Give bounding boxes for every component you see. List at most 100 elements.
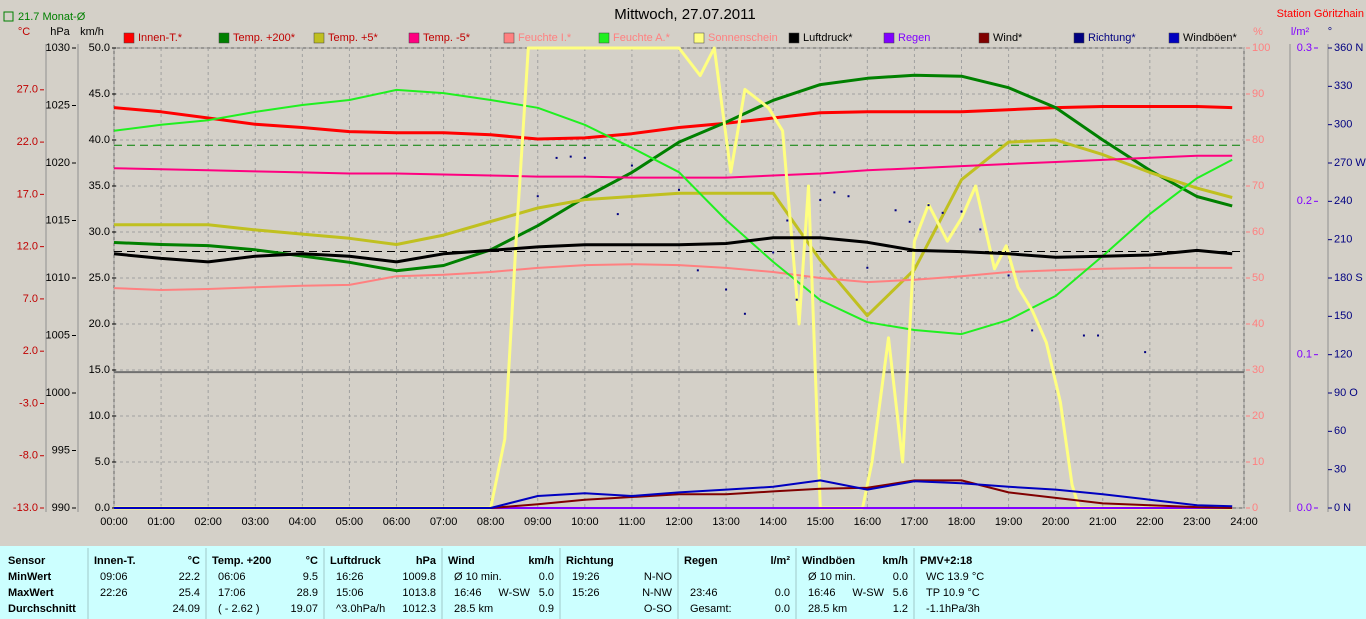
table-header: Sensor	[8, 555, 46, 567]
y-tick-label: 330	[1334, 80, 1352, 92]
y-tick-label: 210	[1334, 234, 1352, 246]
legend-label: Temp. -5*	[423, 32, 471, 44]
table-cell: ( - 2.62 )	[218, 603, 260, 615]
table-cell: 24.09	[172, 603, 200, 615]
y-tick-label: 45.0	[89, 88, 110, 100]
y-tick-label: 50.0	[89, 42, 110, 54]
table-cell: 16:26	[336, 571, 364, 583]
x-tick-label: 01:00	[147, 516, 175, 528]
table-cell: 25.4	[179, 587, 200, 599]
table-cell: 19.07	[290, 603, 318, 615]
direction-dot	[678, 188, 680, 191]
table-cell: 17:06	[218, 587, 246, 599]
legend-label: Feuchte A.*	[613, 32, 671, 44]
table-cell: 28.5 km	[808, 603, 847, 615]
y-tick-label: 120	[1334, 349, 1352, 361]
y-tick-label: 7.0	[23, 293, 38, 305]
y-tick-label: 1010	[46, 272, 70, 284]
series-line	[114, 138, 1233, 318]
x-tick-label: 02:00	[194, 516, 222, 528]
direction-dot	[772, 251, 775, 254]
direction-dot	[786, 219, 789, 222]
x-tick-label: 19:00	[995, 516, 1023, 528]
axis-title: %	[1253, 26, 1263, 38]
y-tick-label: 90	[1252, 88, 1264, 100]
y-tick-label: 25.0	[89, 272, 110, 284]
x-tick-label: 16:00	[854, 516, 882, 528]
table-cell: Gesamt:	[690, 603, 732, 615]
direction-dot	[630, 164, 633, 167]
y-tick-label: 1005	[46, 329, 70, 341]
direction-dot	[583, 156, 586, 159]
legend-swatch	[503, 32, 515, 44]
table-cell: 0.9	[539, 603, 554, 615]
y-tick-label: 80	[1252, 134, 1264, 146]
column-unit: hPa	[416, 555, 437, 567]
y-tick-label: 10.0	[89, 410, 110, 422]
column-header: PMV+2:18	[920, 555, 972, 567]
x-tick-label: 24:00	[1230, 516, 1258, 528]
y-tick-label: -8.0	[19, 450, 38, 462]
y-tick-label: 1015	[46, 214, 70, 226]
legend-label: Temp. +200*	[233, 32, 296, 44]
axis-title: km/h	[80, 26, 104, 38]
monthly-avg-icon	[3, 11, 14, 22]
y-tick-label: 0.0	[1297, 502, 1312, 514]
column-header: Windböen	[802, 555, 855, 567]
table-cell: WC 13.9 °C	[926, 571, 984, 583]
legend-swatch	[693, 32, 705, 44]
legend-label: Innen-T.*	[138, 32, 183, 44]
table-cell: 15:26	[572, 587, 600, 599]
direction-dot	[941, 211, 944, 214]
table-cell: 22.2	[179, 571, 200, 583]
y-tick-label: 60	[1334, 425, 1346, 437]
series-line	[113, 88, 1233, 336]
legend-swatch	[218, 32, 230, 44]
y-tick-label: 2.0	[23, 345, 38, 357]
table-cell: 16:46	[454, 587, 482, 599]
direction-dot	[866, 266, 869, 269]
direction-dot	[1031, 329, 1034, 332]
table-cell: W-SW	[498, 587, 530, 599]
legend-swatch	[408, 32, 420, 44]
direction-dot	[833, 191, 836, 194]
direction-dot	[569, 155, 572, 158]
x-tick-label: 10:00	[571, 516, 599, 528]
row-label: MinWert	[8, 571, 52, 583]
column-unit: °C	[188, 555, 200, 567]
axis-title: °C	[18, 26, 30, 38]
stats-panel	[0, 546, 1366, 619]
monthly-avg-label: 21.7 Monat-Ø	[18, 11, 86, 23]
column-header: Innen-T.	[94, 555, 136, 567]
x-tick-label: 03:00	[241, 516, 269, 528]
table-cell: 0.0	[539, 571, 554, 583]
series-line	[114, 479, 1233, 509]
direction-dot	[979, 228, 982, 231]
y-tick-label: 30	[1252, 364, 1264, 376]
legend-swatch	[598, 32, 610, 44]
table-cell: 09:06	[100, 571, 128, 583]
y-tick-label: 0	[1252, 502, 1258, 514]
series-line	[114, 46, 1233, 510]
axis-title: °	[1328, 26, 1332, 38]
x-tick-label: 14:00	[759, 516, 787, 528]
y-tick-label: 0 N	[1334, 502, 1351, 514]
table-cell: 5.0	[539, 587, 554, 599]
y-tick-label: 90 O	[1334, 387, 1358, 399]
legend-label: Richtung*	[1088, 32, 1136, 44]
table-cell: 22:26	[100, 587, 128, 599]
direction-dot	[1082, 334, 1085, 337]
legend-label: Feuchte I.*	[518, 32, 572, 44]
direction-dot	[1144, 351, 1147, 354]
y-tick-label: 30.0	[89, 226, 110, 238]
table-cell: 28.5 km	[454, 603, 493, 615]
x-tick-label: 00:00	[100, 516, 128, 528]
direction-dot	[616, 213, 619, 216]
direction-dot	[725, 288, 728, 291]
legend-label: Temp. +5*	[328, 32, 379, 44]
legend-swatch	[313, 32, 325, 44]
y-tick-label: 70	[1252, 180, 1264, 192]
column-unit: l/m²	[770, 555, 790, 567]
y-tick-label: 17.0	[17, 188, 38, 200]
